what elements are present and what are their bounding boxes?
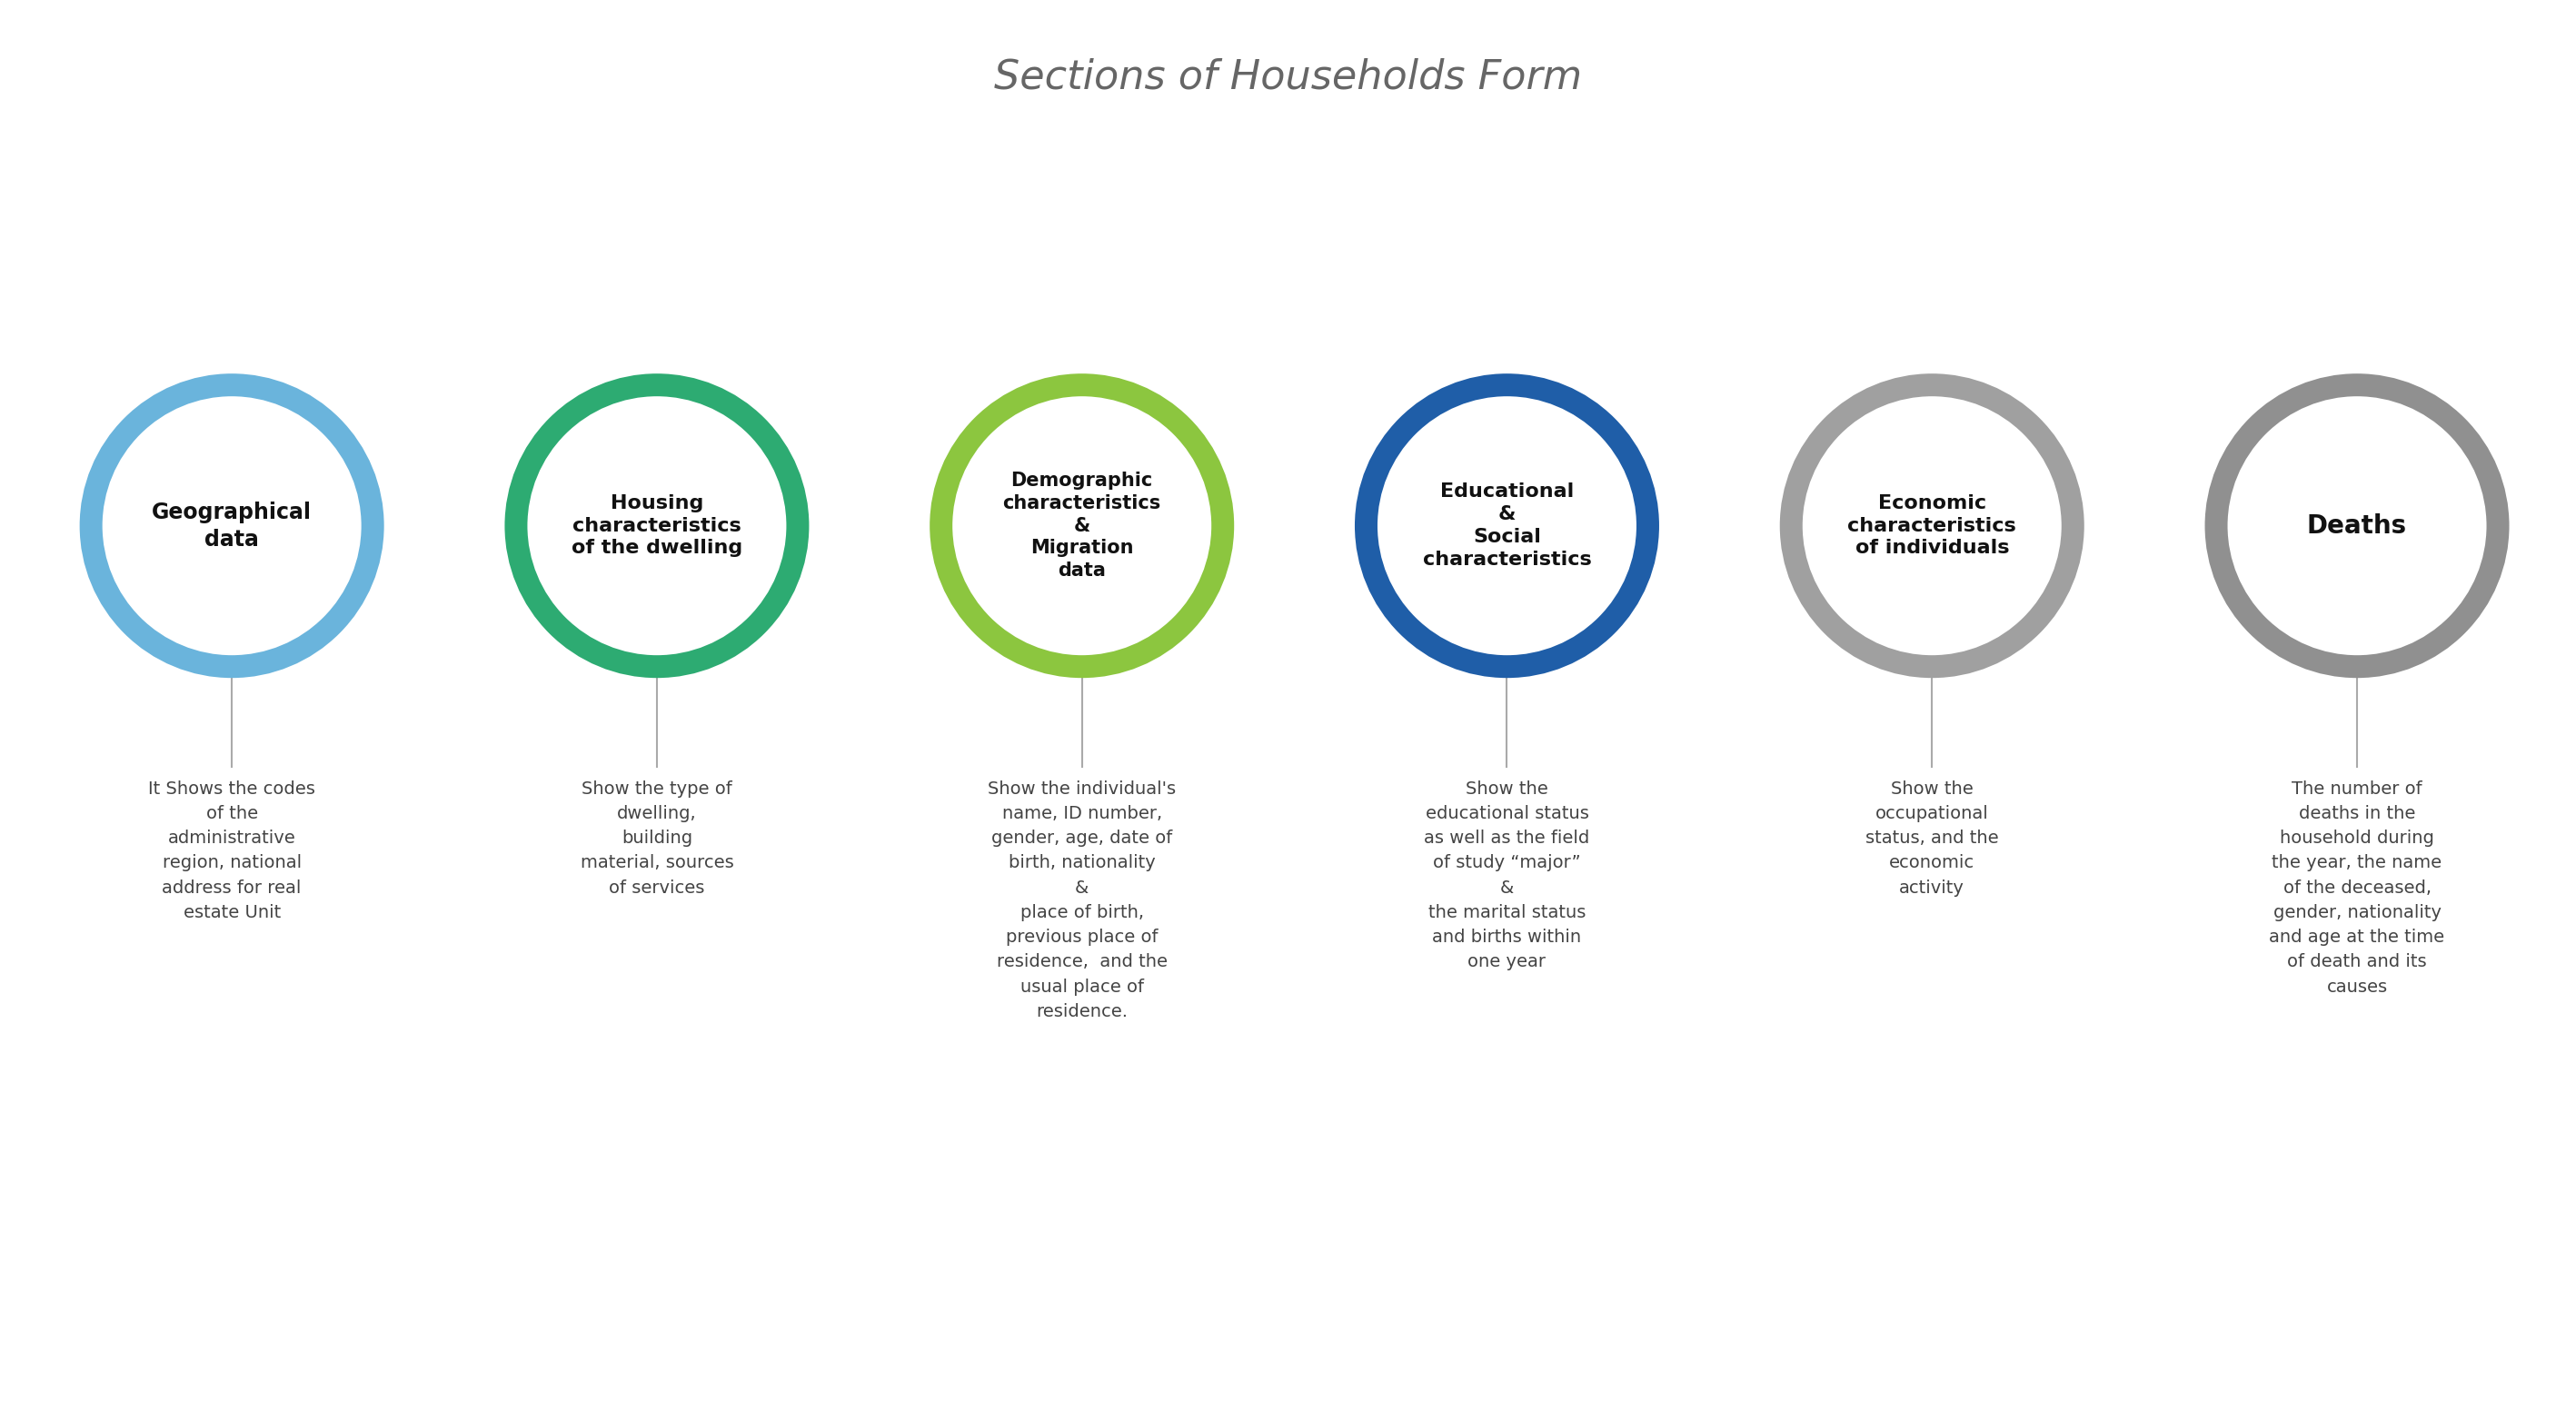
Text: Economic
characteristics
of individuals: Economic characteristics of individuals [1847,495,2017,557]
Text: Show the type of
dwelling,
building
material, sources
of services: Show the type of dwelling, building mate… [580,780,734,897]
Text: It Shows the codes
of the
administrative
region, national
address for real
estat: It Shows the codes of the administrative… [149,780,314,921]
Text: Show the
occupational
status, and the
economic
activity: Show the occupational status, and the ec… [1865,780,1999,897]
Text: Educational
&
Social
characteristics: Educational & Social characteristics [1422,483,1592,568]
Text: The number of
deaths in the
household during
the year, the name
of the deceased,: The number of deaths in the household du… [2269,780,2445,996]
Text: Sections of Households Form: Sections of Households Form [994,58,1582,97]
Text: Show the
educational status
as well as the field
of study “major”
&
the marital : Show the educational status as well as t… [1425,780,1589,971]
Text: Housing
characteristics
of the dwelling: Housing characteristics of the dwelling [572,495,742,557]
Text: Demographic
characteristics
&
Migration
data: Demographic characteristics & Migration … [1002,472,1162,580]
Text: Geographical
data: Geographical data [152,502,312,550]
Text: Show the individual's
name, ID number,
gender, age, date of
birth, nationality
&: Show the individual's name, ID number, g… [987,780,1177,1020]
Text: Deaths: Deaths [2308,513,2406,539]
